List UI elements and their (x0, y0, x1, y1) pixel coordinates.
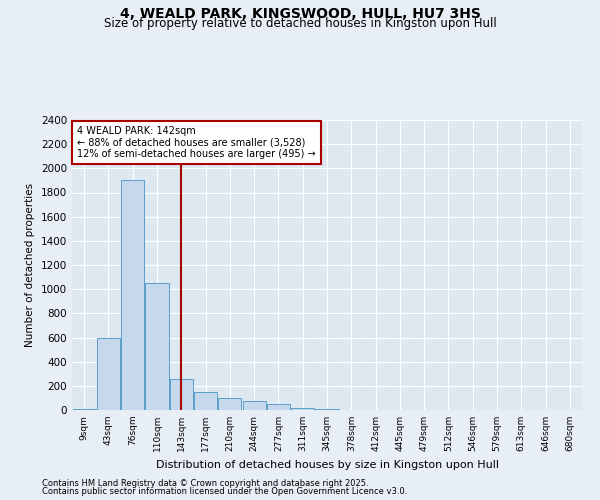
Bar (218, 398, 241, 410)
Bar (291, 408, 314, 410)
Bar (145, 283, 169, 410)
Text: 4 WEALD PARK: 142sqm
← 88% of detached houses are smaller (3,528)
12% of semi-de: 4 WEALD PARK: 142sqm ← 88% of detached h… (77, 126, 316, 159)
X-axis label: Distribution of detached houses by size in Kingston upon Hull: Distribution of detached houses by size … (155, 460, 499, 469)
Bar (170, 379, 193, 410)
Bar (121, 180, 144, 410)
Bar (242, 401, 266, 410)
Bar (194, 392, 217, 410)
Text: Contains public sector information licensed under the Open Government Licence v3: Contains public sector information licen… (42, 487, 407, 496)
Bar (97, 338, 120, 410)
Y-axis label: Number of detached properties: Number of detached properties (25, 183, 35, 347)
Text: 4, WEALD PARK, KINGSWOOD, HULL, HU7 3HS: 4, WEALD PARK, KINGSWOOD, HULL, HU7 3HS (119, 8, 481, 22)
Text: Size of property relative to detached houses in Kingston upon Hull: Size of property relative to detached ho… (104, 18, 496, 30)
Text: Contains HM Land Registry data © Crown copyright and database right 2025.: Contains HM Land Registry data © Crown c… (42, 478, 368, 488)
Bar (267, 404, 290, 410)
